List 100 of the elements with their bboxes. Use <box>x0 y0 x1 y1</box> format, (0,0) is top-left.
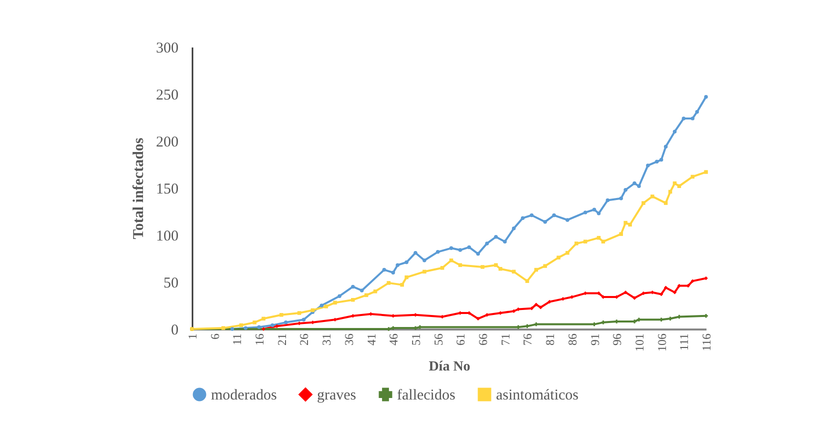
legend-label: asintomáticos <box>496 388 579 404</box>
point <box>520 216 525 220</box>
point <box>360 288 364 292</box>
point <box>664 201 668 205</box>
point <box>422 270 426 274</box>
point <box>556 256 560 260</box>
point <box>538 306 542 310</box>
x-tick-label: 116 <box>700 334 714 352</box>
point <box>400 282 404 287</box>
point <box>668 316 672 321</box>
point <box>632 181 636 186</box>
point <box>512 226 516 230</box>
legend-label: moderados <box>211 388 277 404</box>
point <box>422 258 426 262</box>
y-tick-label: 150 <box>156 182 178 198</box>
x-tick-label: 6 <box>208 334 222 340</box>
point <box>480 265 484 269</box>
point <box>543 220 547 224</box>
point <box>534 302 538 306</box>
x-tick-label: 66 <box>476 334 490 346</box>
point <box>552 213 556 218</box>
y-tick-label: 250 <box>156 88 178 104</box>
point <box>449 246 454 250</box>
point <box>525 279 530 283</box>
point <box>664 286 668 290</box>
x-tick-label: 26 <box>297 334 312 346</box>
point <box>418 325 422 329</box>
point <box>704 276 708 280</box>
point <box>628 222 632 227</box>
point <box>244 326 248 330</box>
y-axis-title: Total infectados <box>131 138 147 240</box>
x-tick-label: 106 <box>654 334 669 352</box>
x-tick-label: 36 <box>342 334 356 346</box>
x-axis-title: Día No <box>428 360 470 374</box>
point <box>695 110 699 114</box>
x-tick-label: 101 <box>632 334 646 352</box>
y-tick-label: 0 <box>171 322 178 338</box>
y-tick-label: 100 <box>156 228 178 244</box>
point <box>230 327 234 331</box>
x-tick-label: 81 <box>543 334 558 346</box>
point <box>704 170 708 174</box>
point <box>601 320 606 324</box>
y-tick-label: 200 <box>156 134 178 150</box>
point <box>476 316 480 321</box>
point <box>284 320 288 324</box>
legend-label: graves <box>317 388 356 404</box>
x-tick-label: 31 <box>320 334 334 346</box>
point <box>659 158 664 162</box>
point <box>606 198 610 202</box>
point <box>498 266 502 271</box>
point <box>280 313 284 317</box>
point <box>257 325 261 329</box>
point <box>596 212 601 216</box>
point <box>476 252 480 256</box>
y-tick-label: 300 <box>156 40 178 56</box>
point <box>333 300 337 305</box>
point <box>458 248 462 252</box>
point <box>566 250 570 255</box>
point <box>650 194 654 198</box>
point <box>659 318 664 322</box>
point <box>351 284 355 289</box>
point <box>619 196 623 200</box>
point <box>404 260 408 264</box>
y-tick-label: 50 <box>164 276 178 292</box>
point <box>646 164 650 168</box>
point <box>574 242 578 246</box>
point <box>351 298 355 302</box>
point <box>485 242 489 246</box>
point <box>654 160 659 164</box>
x-tick-label: 76 <box>520 334 535 346</box>
x-tick-label: 41 <box>364 334 378 346</box>
point <box>262 316 266 321</box>
x-tick-label: 56 <box>431 334 446 346</box>
x-tick-label: 111 <box>677 334 692 351</box>
point <box>494 263 498 267</box>
point <box>583 240 588 244</box>
point <box>414 250 418 255</box>
point <box>672 130 677 134</box>
point <box>338 294 342 298</box>
point <box>436 250 440 254</box>
point <box>320 304 324 308</box>
x-tick-label: 21 <box>274 334 289 346</box>
x-tick-label: 16 <box>252 334 267 346</box>
x-tick-label: 71 <box>498 334 512 346</box>
point <box>404 275 408 280</box>
point <box>324 304 328 308</box>
point <box>592 208 596 212</box>
point <box>516 325 520 329</box>
point <box>548 300 552 304</box>
point <box>351 314 355 318</box>
point <box>543 264 547 268</box>
point <box>624 188 628 192</box>
point <box>467 245 471 250</box>
point <box>302 318 306 322</box>
point <box>382 268 386 272</box>
point <box>386 281 391 285</box>
x-tick-label: 1 <box>186 334 200 340</box>
point <box>252 320 256 324</box>
point <box>566 218 570 222</box>
legend-label: fallecidos <box>397 388 456 404</box>
